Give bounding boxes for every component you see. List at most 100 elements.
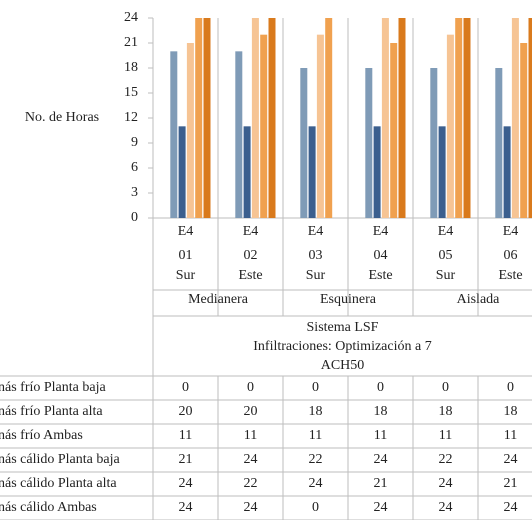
table-value: 21 — [178, 452, 193, 467]
table-value: 18 — [503, 404, 518, 419]
bar — [503, 126, 511, 218]
bar — [178, 126, 186, 218]
x-tick-label: E4 06 — [502, 224, 519, 263]
table-value: 0 — [247, 380, 254, 395]
orientation-label: Sur — [305, 268, 326, 283]
table-value: 18 — [308, 404, 323, 419]
bar — [195, 18, 203, 218]
bar — [446, 34, 454, 218]
table-value: 11 — [243, 428, 258, 443]
bar — [308, 126, 316, 218]
bar — [316, 34, 324, 218]
table-value: 21 — [373, 476, 388, 491]
series-label: nás frío Ambas — [0, 428, 83, 443]
bar — [365, 68, 373, 218]
table-value: 0 — [312, 380, 319, 395]
y-tick-label: 18 — [124, 60, 138, 75]
table-value: 11 — [438, 428, 453, 443]
group-label: Esquinera — [320, 292, 376, 307]
x-tick-label: E4 05 — [437, 224, 454, 263]
orientation-label: Sur — [435, 268, 456, 283]
series-label: nás frío Planta alta — [0, 404, 103, 419]
orientation-label: Este — [498, 268, 523, 283]
table-value: 11 — [308, 428, 323, 443]
bar — [235, 51, 243, 219]
table-value: 0 — [442, 380, 449, 395]
bar — [455, 18, 463, 218]
table-value: 0 — [377, 380, 384, 395]
bar — [186, 43, 194, 218]
y-tick-label: 21 — [124, 35, 138, 50]
y-axis-label: No. de Horas — [25, 110, 99, 125]
x-tick-label: E4 01 — [177, 224, 194, 263]
table-value: 0 — [182, 380, 189, 395]
x-tick-label: E4 02 — [242, 224, 259, 263]
table-value: 0 — [507, 380, 514, 395]
bar — [390, 43, 398, 218]
x-tick-label: E4 04 — [372, 224, 389, 263]
table-value: 24 — [503, 452, 518, 467]
y-tick-label: 15 — [124, 85, 138, 100]
bar — [528, 18, 532, 218]
bar — [463, 18, 471, 218]
bar — [398, 18, 406, 218]
table-value: 20 — [178, 404, 193, 419]
table-value: 11 — [178, 428, 193, 443]
table-value: 11 — [503, 428, 518, 443]
y-tick-label: 6 — [131, 160, 138, 175]
table-value: 24 — [178, 500, 193, 515]
y-tick-label: 9 — [131, 135, 138, 150]
bar — [268, 18, 276, 218]
table-value: 24 — [178, 476, 193, 491]
table-header: Sistema LSF — [306, 320, 379, 335]
bar — [381, 18, 389, 218]
table-value: 0 — [312, 500, 319, 515]
table-value: 24 — [373, 452, 388, 467]
orientation-label: Este — [238, 268, 263, 283]
bar — [495, 68, 503, 218]
group-label: Aislada — [456, 292, 500, 307]
bar — [520, 43, 528, 218]
table-value: 24 — [503, 500, 518, 515]
series-label: nás cálido Ambas — [0, 500, 97, 515]
table-value: 20 — [243, 404, 258, 419]
series-label: nás frío Planta baja — [0, 380, 106, 395]
series-label: nás cálido Planta baja — [0, 452, 120, 467]
y-tick-label: 3 — [131, 185, 138, 200]
table-value: 11 — [373, 428, 388, 443]
table-value: 24 — [243, 452, 258, 467]
bar — [260, 34, 268, 218]
orientation-label: Este — [368, 268, 393, 283]
table-value: 18 — [438, 404, 453, 419]
table-value: 24 — [373, 500, 388, 515]
bar — [300, 68, 308, 218]
table-value: 21 — [503, 476, 518, 491]
y-tick-label: 0 — [131, 210, 138, 225]
y-tick-label: 24 — [124, 10, 138, 25]
bar — [373, 126, 381, 218]
orientation-label: Sur — [175, 268, 196, 283]
table-value: 24 — [438, 476, 453, 491]
table-value: 18 — [373, 404, 388, 419]
table-value: 22 — [243, 476, 258, 491]
table-value: 24 — [243, 500, 258, 515]
table-value: 22 — [438, 452, 453, 467]
table-value: 24 — [308, 476, 323, 491]
bar — [203, 18, 211, 218]
series-label: nás cálido Planta alta — [0, 476, 117, 491]
bar — [511, 18, 519, 218]
x-tick-label: E4 03 — [307, 224, 324, 263]
table-header: ACH50 — [320, 358, 365, 373]
table-value: 24 — [438, 500, 453, 515]
bar — [170, 51, 178, 219]
y-tick-label: 12 — [124, 110, 138, 125]
bar — [430, 68, 438, 218]
bar — [438, 126, 446, 218]
bar — [325, 18, 333, 218]
table-value: 22 — [308, 452, 323, 467]
group-label: Medianera — [188, 292, 248, 307]
bar — [243, 126, 251, 218]
table-header: Infiltraciones: Optimización a 7 — [253, 339, 432, 354]
